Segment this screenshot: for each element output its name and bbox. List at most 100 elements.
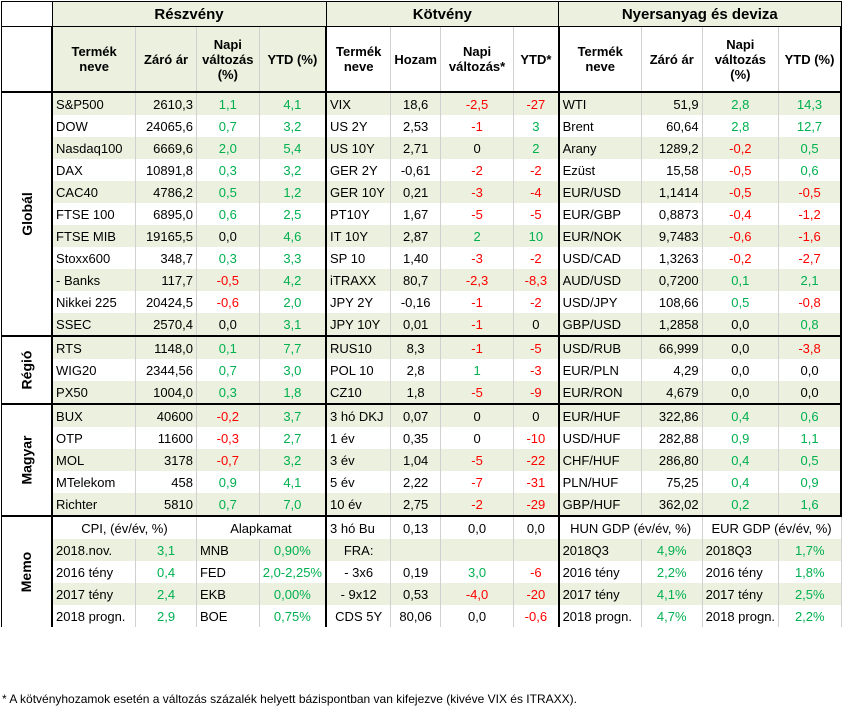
daily-change: -2 <box>440 493 515 516</box>
daily-change: 0,5 <box>702 291 780 313</box>
close-value: 3178 <box>135 449 197 471</box>
close-value: 60,64 <box>641 115 703 137</box>
hun-label: 2016 tény <box>558 561 642 583</box>
daily-change: 0,4 <box>702 471 780 493</box>
product-name: iTRAXX <box>326 269 392 291</box>
product-name: PX50 <box>52 381 137 404</box>
close-value: 66,999 <box>641 335 703 359</box>
product-name: USD/HUF <box>558 427 642 449</box>
column-header: Napi változás* <box>440 26 515 93</box>
product-name: WIG20 <box>52 359 137 381</box>
close-value: 0,8873 <box>641 203 703 225</box>
daily-change: 0,7 <box>196 115 260 137</box>
bond-cell: 0,0 <box>440 605 515 627</box>
daily-change: 0,3 <box>196 159 260 181</box>
close-value: 2570,4 <box>135 313 197 336</box>
table-row: Stoxx600 348,7 0,3 3,3 SP 10 1,40 -3 -2 USD/CAD 1… <box>2 247 842 269</box>
product-name: Ezüst <box>558 159 642 181</box>
column-header: Hozam <box>390 26 441 93</box>
close-value: 24065,6 <box>135 115 197 137</box>
ytd-change: 0,5 <box>778 137 842 159</box>
table-row: - Banks 117,7 -0,5 4,2 iTRAXX 80,7 -2,3 -8,3 AUD… <box>2 269 842 291</box>
product-name: WTI <box>558 91 642 115</box>
product-name: SP 10 <box>326 247 392 269</box>
daily-change: -0,2 <box>196 403 260 427</box>
ytd-change: 3,2 <box>259 115 327 137</box>
daily-change: 2,8 <box>702 115 780 137</box>
daily-change: 0,0 <box>702 381 780 404</box>
daily-change: 0,5 <box>196 181 260 203</box>
eur-label: 2017 tény <box>702 583 780 605</box>
column-header: Termék neve <box>558 26 642 93</box>
daily-change: -7 <box>440 471 515 493</box>
close-value: 1148,0 <box>135 335 197 359</box>
rate-label: EKB <box>196 583 260 605</box>
table-row: Magyar BUX 40600 -0,2 3,7 3 hó DKJ 0,07 0 0 EUR/H… <box>1 403 842 516</box>
ytd-change: 3,2 <box>259 159 327 181</box>
column-header: Záró ár <box>135 26 197 93</box>
product-name: EUR/RON <box>558 381 642 404</box>
ytd-change: 0,0 <box>778 381 842 404</box>
daily-change: -1 <box>440 291 515 313</box>
close-value: 2,75 <box>390 493 441 516</box>
ytd-change: -2,7 <box>778 247 842 269</box>
close-value: 2,8 <box>390 359 441 381</box>
bond-cell: - 9x12 <box>326 583 392 605</box>
close-value: 10891,8 <box>135 159 197 181</box>
close-value: 0,7200 <box>641 269 703 291</box>
product-name: VIX <box>326 91 392 115</box>
hun-value: 2,2% <box>641 561 703 583</box>
close-value: 5810 <box>135 493 197 516</box>
ytd-change: -1,2 <box>778 203 842 225</box>
close-value: 1004,0 <box>135 381 197 404</box>
table-row: Régió RTS 1148,0 0,1 7,7 RUS10 8,3 -1 -5 USD/RUB 6… <box>1 335 842 404</box>
product-name: 10 év <box>326 493 392 516</box>
hun-label: 2018Q3 <box>558 539 642 561</box>
hun-gdp-title: HUN GDP (év/év, %) <box>558 515 703 539</box>
hun-label: 2018 progn. <box>558 605 642 627</box>
daily-change: -2,3 <box>440 269 515 291</box>
table-row: SSEC 2570,4 0,0 3,1 JPY 10Y 0,01 -1 0 GBP/USD 1,2… <box>2 313 842 336</box>
table-row: DOW 24065,6 0,7 3,2 US 2Y 2,53 -1 3 Brent 60,64 2,… <box>2 115 842 137</box>
section-commodity: Nyersanyag és deviza <box>558 1 842 27</box>
bond-cell <box>513 539 560 561</box>
eur-label: 2018Q3 <box>702 539 780 561</box>
close-value: 117,7 <box>135 269 197 291</box>
column-header: Napi változás (%) <box>702 26 780 93</box>
product-name: MOL <box>52 449 137 471</box>
close-value: 458 <box>135 471 197 493</box>
product-name: EUR/USD <box>558 181 642 203</box>
hun-label: 2017 tény <box>558 583 642 605</box>
product-name: FTSE MIB <box>52 225 137 247</box>
group-label: Magyar <box>1 403 54 516</box>
daily-change: -5 <box>440 381 515 404</box>
rate-label: MNB <box>196 539 260 561</box>
product-name: BUX <box>52 403 137 427</box>
table-row: WIG20 2344,56 0,7 3,0 POL 10 2,8 1 -3 EUR/PLN 4,2… <box>2 359 842 381</box>
daily-change: -2,5 <box>440 91 515 115</box>
ytd-change: 0,5 <box>778 449 842 471</box>
eur-value: 2,5% <box>778 583 842 605</box>
bond-cell: 0,0 <box>513 515 560 539</box>
bond-cell: -6 <box>513 561 560 583</box>
close-value: 6895,0 <box>135 203 197 225</box>
daily-change: -5 <box>440 449 515 471</box>
close-value: 1,3263 <box>641 247 703 269</box>
memo-row: 2017 tény 2,4 EKB 0,00% - 9x12 0,53 -4,0 -20 201… <box>2 583 842 605</box>
close-value: 15,58 <box>641 159 703 181</box>
ytd-change: -3,8 <box>778 335 842 359</box>
ytd-change: -2 <box>513 159 560 181</box>
bond-cell: 0,0 <box>440 515 515 539</box>
cpi-title: CPI, (év/év, %) <box>52 515 197 539</box>
ytd-change: 1,2 <box>259 181 327 203</box>
close-value: 4,679 <box>641 381 703 404</box>
ytd-change: -27 <box>513 91 560 115</box>
ytd-change: 4,6 <box>259 225 327 247</box>
group-label: Globál <box>1 91 54 336</box>
close-value: 2344,56 <box>135 359 197 381</box>
daily-change: -1 <box>440 313 515 336</box>
product-name: USD/CAD <box>558 247 642 269</box>
product-name: EUR/HUF <box>558 403 642 427</box>
close-value: 1,04 <box>390 449 441 471</box>
ytd-change: 3,3 <box>259 247 327 269</box>
